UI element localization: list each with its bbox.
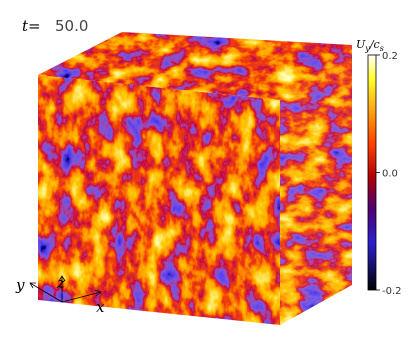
cube-side (280, 45, 352, 325)
arrow-head (94, 289, 102, 297)
colorbar-scale (367, 54, 377, 291)
time-value: 50.0 (55, 17, 88, 35)
axis-triad (29, 275, 102, 303)
axis-label-z: z (56, 274, 65, 292)
label-part: U (356, 38, 366, 51)
colorbar-tick-label: 0.0 (382, 169, 398, 180)
label-part: s (380, 44, 384, 53)
colorbar-tick-label: 0.2 (382, 51, 398, 62)
label-part: /c (369, 38, 380, 51)
x-arrow (61, 291, 102, 303)
axis-label-y: y (15, 276, 25, 294)
colorbar-tick-label: -0.2 (382, 286, 402, 297)
y-arrow (29, 282, 63, 303)
cube-front (38, 75, 280, 325)
colorbar-label: Uy/cs (356, 38, 384, 53)
arrow-head (29, 282, 36, 289)
time-label: t= (22, 17, 41, 35)
cube (38, 32, 352, 325)
colorbar: Uy/cs 0.2 0.0 -0.2 (356, 38, 402, 297)
arrow-head (58, 275, 66, 282)
axis-label-x: x (96, 298, 105, 316)
label-part: y (364, 44, 370, 53)
